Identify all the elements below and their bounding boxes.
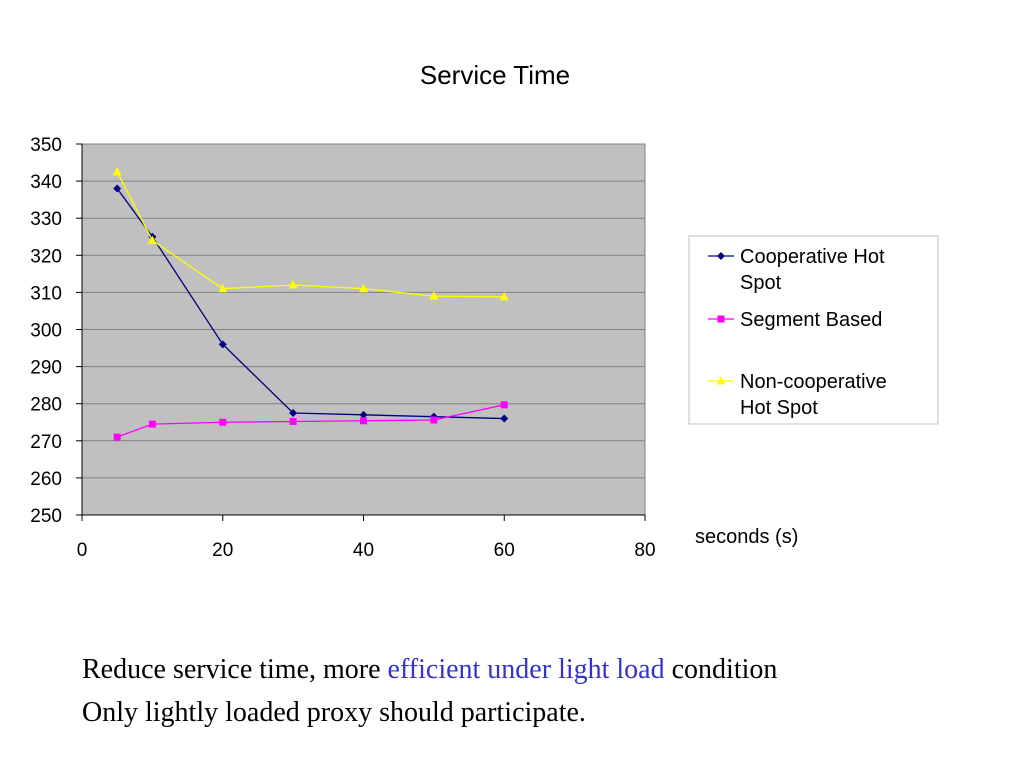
legend-label: Segment Based: [740, 309, 882, 331]
data-point: [112, 166, 122, 176]
caption: Reduce service time, more efficient unde…: [82, 648, 1002, 734]
data-point: [113, 184, 122, 193]
data-point: [289, 408, 298, 417]
legend-label: Cooperative Hot: [740, 246, 885, 268]
series-triangle: [112, 166, 509, 301]
y-tick-label: 310: [30, 283, 62, 304]
data-point: [359, 283, 368, 293]
x-tick-label: 40: [353, 540, 374, 561]
y-axis: 250 260 270 280 290 300 310 320 330 340 350: [30, 135, 83, 527]
x-tick-label: 0: [77, 540, 88, 561]
data-point: [219, 418, 227, 426]
legend-box: [688, 235, 939, 425]
y-tick-label: 320: [30, 246, 62, 267]
legend-label: Spot: [740, 272, 782, 294]
x-tick-label: 20: [212, 540, 233, 561]
x-tick-label: 60: [494, 540, 515, 561]
caption-line-1: Reduce service time, more efficient unde…: [82, 648, 1002, 691]
legend-item: Segment Based: [708, 309, 882, 331]
chart-title: Service Time: [420, 60, 570, 90]
data-point: [429, 291, 439, 300]
y-tick-label: 270: [30, 432, 62, 453]
y-tick-label: 300: [30, 321, 62, 342]
caption-highlight: efficient under light load: [387, 654, 665, 685]
legend-item: Cooperative Hot Spot: [708, 246, 885, 294]
x-tick-label: 80: [634, 540, 655, 561]
y-tick-label: 280: [30, 395, 62, 416]
data-point: [430, 416, 438, 424]
legend-label: Non-cooperative: [740, 371, 887, 393]
data-point: [359, 410, 368, 419]
data-point: [218, 283, 228, 293]
y-tick-label: 290: [30, 358, 62, 379]
y-tick-label: 260: [30, 469, 62, 490]
legend-swatch-marker: [717, 252, 725, 260]
legend-label: Hot Spot: [740, 397, 818, 419]
data-point: [360, 417, 367, 425]
data-point: [218, 340, 227, 349]
data-point: [148, 420, 156, 428]
data-point: [288, 279, 298, 289]
series-group: [112, 166, 509, 441]
y-tick-label: 340: [30, 172, 62, 193]
legend-swatch-marker: [716, 376, 726, 385]
legend: Cooperative Hot Spot Segment Based Non-coop…: [688, 235, 939, 425]
caption-line-2: Only lightly loaded proxy should partici…: [82, 697, 586, 728]
legend-item: Non-cooperative Hot Spot: [708, 371, 887, 419]
y-tick-label: 250: [30, 506, 62, 527]
caption-line-1-end: condition: [664, 654, 778, 685]
data-point: [500, 401, 508, 409]
data-point: [147, 235, 157, 244]
grid-lines: [82, 180, 645, 479]
data-point: [500, 414, 509, 423]
x-axis: 0 20 40 60 80: [77, 514, 656, 561]
data-point: [499, 291, 509, 301]
data-point: [289, 418, 297, 426]
series-square: [113, 401, 508, 441]
caption-line-1-start: Reduce service time, more: [82, 654, 388, 685]
data-point: [113, 433, 121, 441]
y-tick-label: 350: [30, 135, 62, 156]
y-tick-label: 330: [30, 209, 62, 230]
x-axis-label: seconds (s): [695, 526, 798, 548]
legend-swatch-marker: [717, 315, 725, 323]
